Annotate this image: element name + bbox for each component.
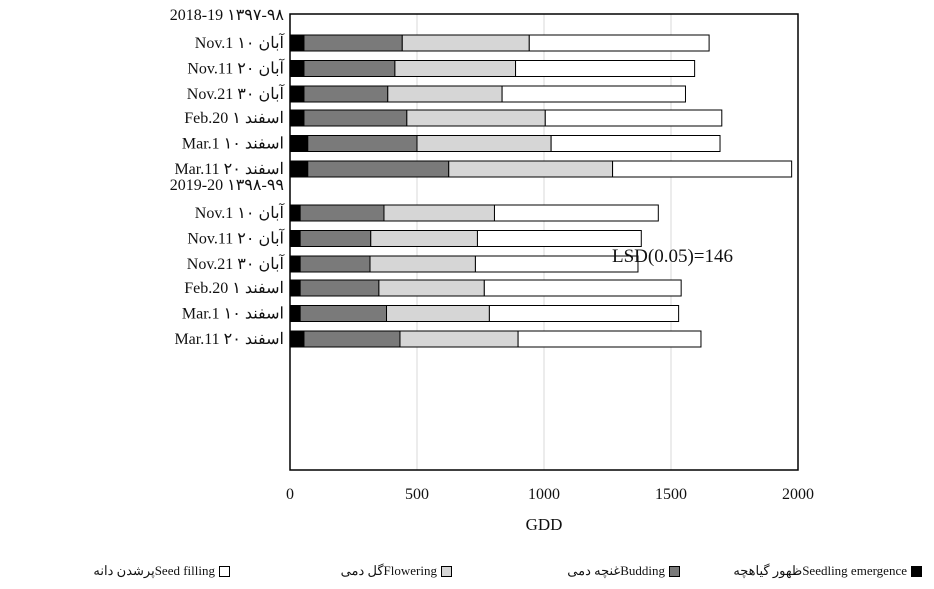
- row-label: Nov.11 آبان ۲۰: [187, 58, 285, 78]
- bar-segment: [289, 109, 305, 127]
- legend-label-en: Budding: [620, 563, 665, 578]
- legend-label-fa: پرشدن دانه: [93, 563, 155, 578]
- row-label: Nov.21 آبان ۳۰: [187, 253, 286, 273]
- bar-segment: [303, 60, 396, 77]
- group-label: 2018-19 ۱۳۹۷-۹۸: [170, 7, 285, 24]
- bar-segment: [493, 204, 659, 222]
- bar-segment: [406, 109, 546, 127]
- bar-segment: [303, 85, 389, 103]
- bar-segment: [289, 204, 301, 222]
- row-label: Nov.21 آبان ۳۰: [187, 83, 286, 103]
- bar-segment: [289, 255, 301, 273]
- bar-segment: [289, 305, 301, 322]
- bar-segment: [303, 34, 403, 52]
- bar-segment: [299, 255, 371, 273]
- bar-segment: [544, 109, 723, 127]
- bar-segment: [303, 330, 401, 348]
- bar-segment: [448, 160, 614, 178]
- bar-segment: [369, 255, 476, 273]
- bar-segment: [299, 279, 380, 297]
- bar-segment: [289, 160, 309, 178]
- bar-segment: [515, 60, 696, 77]
- bar-segment: [612, 160, 793, 178]
- bar-segment: [299, 230, 372, 247]
- bar-segment: [501, 85, 686, 103]
- plot-frame: [289, 13, 799, 471]
- legend-item: غنچه دمی Budding: [555, 563, 684, 579]
- legend-swatch: [669, 565, 680, 577]
- x-tick-label: 2000: [782, 486, 814, 503]
- bar-segment: [289, 34, 305, 52]
- bar-segment: [528, 34, 710, 52]
- lsd-annotation: LSD(0.05)=146: [612, 246, 733, 267]
- bar-segment: [488, 305, 680, 322]
- bar-segment: [387, 85, 503, 103]
- row-label: Mar.1 اسفند ۱۰: [182, 136, 284, 153]
- legend-item: پرشدن دانه Seed filling: [81, 563, 234, 579]
- bar-segment: [289, 60, 305, 77]
- bar-segment: [289, 279, 301, 297]
- legend-label-en: Seed filling: [154, 563, 215, 578]
- row-label: Mar.1 اسفند ۱۰: [182, 306, 284, 323]
- row-label: Mar.11 اسفند ۲۰: [174, 161, 284, 178]
- legend-swatch: [911, 565, 922, 577]
- bar-segment: [517, 330, 702, 348]
- bar-segment: [289, 330, 305, 348]
- bar-segment: [289, 135, 309, 152]
- bar-segment: [386, 305, 490, 322]
- bar-segment: [416, 135, 552, 152]
- bar-segment: [303, 109, 408, 127]
- x-tick-label: 500: [405, 486, 429, 503]
- bar-segment: [550, 135, 721, 152]
- bar-segment: [289, 85, 305, 103]
- x-tick-label: 0: [286, 486, 294, 503]
- x-tick-label: 1000: [528, 486, 560, 503]
- legend-label-en: Seedling emergence: [802, 563, 907, 578]
- bar-segment: [307, 135, 418, 152]
- bar-segment: [476, 230, 642, 247]
- bar-segment: [474, 255, 639, 273]
- x-axis-label: GDD: [526, 515, 563, 534]
- row-label: Nov.1 آبان ۱۰: [195, 202, 286, 222]
- legend: ظهور گیاهچه Seedling emergence غنچه دمی B…: [0, 560, 934, 586]
- row-label: Feb.20 اسفند ۱: [184, 110, 284, 127]
- bar-segment: [307, 160, 450, 178]
- bar-segment: [394, 60, 517, 77]
- gdd-stacked-bar-chart: 2018-19 ۱۳۹۷-۹۸ 2019-20 ۱۳۹۸-۹۹ Nov.1 آبان…: [170, 7, 814, 534]
- legend-label-fa: غنچه دمی: [567, 563, 621, 578]
- bar-segment: [383, 204, 495, 222]
- legend-label-fa: ظهور گیاهچه: [733, 563, 803, 578]
- bar-segment: [299, 305, 388, 322]
- legend-item: ظهور گیاهچه Seedling emergence: [721, 563, 926, 579]
- legend-swatch: [441, 565, 452, 577]
- bar-segment: [378, 279, 485, 297]
- row-label: Feb.20 اسفند ۱: [184, 280, 284, 297]
- bar-segment: [370, 230, 478, 247]
- legend-label-fa: گل دمی: [340, 563, 384, 578]
- bar-segment: [289, 230, 301, 247]
- row-label: Nov.11 آبان ۲۰: [187, 228, 285, 248]
- legend-label-en: Flowering: [383, 563, 437, 578]
- bar-segment: [483, 279, 682, 297]
- legend-swatch: [219, 565, 230, 577]
- legend-item: گل دمی Flowering: [329, 563, 456, 579]
- row-label: Mar.11 اسفند ۲۰: [174, 331, 284, 348]
- x-tick-label: 1500: [655, 486, 687, 503]
- group-label: 2019-20 ۱۳۹۸-۹۹: [170, 177, 284, 194]
- bar-segment: [399, 330, 519, 348]
- bar-segment: [401, 34, 530, 52]
- row-label: Nov.1 آبان ۱۰: [195, 32, 286, 52]
- bar-segment: [299, 204, 385, 222]
